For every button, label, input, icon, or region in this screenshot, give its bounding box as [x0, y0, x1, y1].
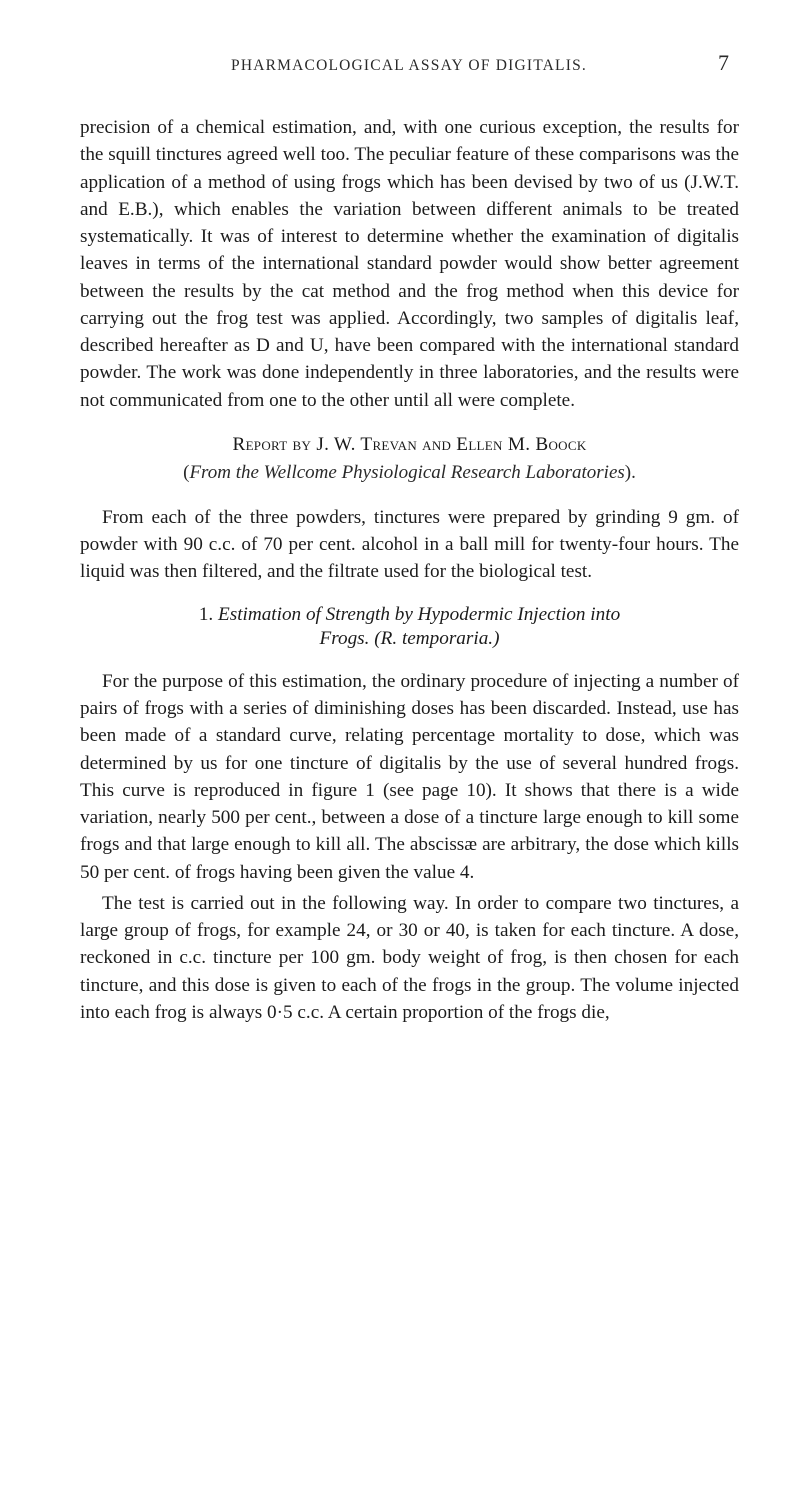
page-number: 7: [718, 50, 729, 76]
section-title-line2: Frogs. (R. temporaria.): [80, 628, 739, 650]
section-title-line1: Estimation of Strength by Hypodermic Inj…: [218, 604, 620, 625]
section-title-species: (R. temporaria.): [369, 628, 499, 649]
paragraph-estimation-2: The test is carried out in the following…: [80, 890, 739, 1026]
section-title-frogs: Frogs.: [320, 628, 370, 649]
paragraph-estimation-1: For the purpose of this estimation, the …: [80, 668, 739, 886]
report-subheading: (From the Wellcome Physiological Researc…: [80, 462, 739, 484]
method-block: From each of the three powders, tincture…: [80, 504, 739, 586]
numbered-section-heading: 1. Estimation of Strength by Hypodermic …: [80, 604, 739, 650]
header-row: PHARMACOLOGICAL ASSAY OF DIGITALIS. 7: [80, 50, 739, 76]
paragraph-method: From each of the three powders, tincture…: [80, 504, 739, 586]
report-heading: Report by J. W. Trevan and Ellen M. Booc…: [80, 434, 739, 456]
subheading-text: From the Wellcome Physiological Research…: [189, 462, 624, 483]
running-header: PHARMACOLOGICAL ASSAY OF DIGITALIS.: [120, 57, 698, 75]
report-heading-prefix: Report by: [232, 434, 316, 455]
subheading-close-paren: ).: [625, 462, 636, 483]
paragraph-intro: precision of a chemical estimation, and,…: [80, 114, 739, 414]
page-container: PHARMACOLOGICAL ASSAY OF DIGITALIS. 7 pr…: [0, 0, 801, 1070]
report-heading-authors: J. W. Trevan and Ellen M. Boock: [316, 434, 586, 455]
intro-block: precision of a chemical estimation, and,…: [80, 114, 739, 414]
section-number: 1.: [199, 604, 218, 625]
